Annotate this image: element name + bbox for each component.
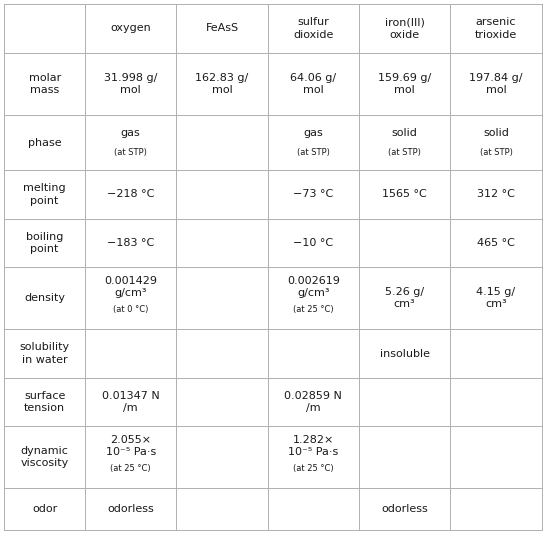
Text: (at STP): (at STP): [297, 148, 330, 157]
Text: 1.282×
10⁻⁵ Pa·s: 1.282× 10⁻⁵ Pa·s: [288, 435, 339, 457]
Text: gas: gas: [121, 128, 140, 138]
Text: 1565 °C: 1565 °C: [382, 190, 427, 200]
Text: solubility
in water: solubility in water: [20, 342, 70, 365]
Text: iron(III)
oxide: iron(III) oxide: [385, 17, 425, 40]
Text: phase: phase: [28, 138, 62, 147]
Text: 64.06 g/
mol: 64.06 g/ mol: [290, 73, 336, 95]
Text: 0.002619
g/cm³: 0.002619 g/cm³: [287, 276, 340, 298]
Text: oxygen: oxygen: [110, 23, 151, 34]
Text: gas: gas: [304, 128, 323, 138]
Text: 0.02859 N
/m: 0.02859 N /m: [284, 391, 342, 413]
Text: −183 °C: −183 °C: [107, 238, 155, 248]
Text: density: density: [24, 293, 65, 303]
Text: solid: solid: [483, 128, 509, 138]
Text: boiling
point: boiling point: [26, 232, 63, 254]
Text: 465 °C: 465 °C: [477, 238, 515, 248]
Text: (at STP): (at STP): [114, 148, 147, 157]
Text: odorless: odorless: [107, 504, 154, 514]
Text: (at 25 °C): (at 25 °C): [293, 464, 334, 473]
Text: (at 0 °C): (at 0 °C): [113, 305, 149, 314]
Text: 31.998 g/
mol: 31.998 g/ mol: [104, 73, 157, 95]
Text: dynamic
viscosity: dynamic viscosity: [21, 446, 69, 468]
Text: (at 25 °C): (at 25 °C): [110, 464, 151, 473]
Text: odorless: odorless: [381, 504, 428, 514]
Text: insoluble: insoluble: [379, 349, 430, 358]
Text: (at STP): (at STP): [479, 148, 512, 157]
Text: sulfur
dioxide: sulfur dioxide: [293, 17, 334, 40]
Text: 4.15 g/
cm³: 4.15 g/ cm³: [477, 287, 515, 309]
Text: (at STP): (at STP): [388, 148, 421, 157]
Text: 197.84 g/
mol: 197.84 g/ mol: [469, 73, 523, 95]
Text: 2.055×
10⁻⁵ Pa·s: 2.055× 10⁻⁵ Pa·s: [105, 435, 156, 457]
Text: surface
tension: surface tension: [24, 391, 66, 413]
Text: 312 °C: 312 °C: [477, 190, 515, 200]
Text: 5.26 g/
cm³: 5.26 g/ cm³: [385, 287, 424, 309]
Text: odor: odor: [32, 504, 57, 514]
Text: melting
point: melting point: [23, 183, 66, 206]
Text: 0.001429
g/cm³: 0.001429 g/cm³: [104, 276, 157, 298]
Text: 162.83 g/
mol: 162.83 g/ mol: [195, 73, 248, 95]
Text: FeAsS: FeAsS: [205, 23, 239, 34]
Text: −73 °C: −73 °C: [293, 190, 334, 200]
Text: (at 25 °C): (at 25 °C): [293, 305, 334, 314]
Text: solid: solid: [391, 128, 418, 138]
Text: −10 °C: −10 °C: [293, 238, 334, 248]
Text: −218 °C: −218 °C: [107, 190, 155, 200]
Text: 0.01347 N
/m: 0.01347 N /m: [102, 391, 159, 413]
Text: 159.69 g/
mol: 159.69 g/ mol: [378, 73, 431, 95]
Text: molar
mass: molar mass: [28, 73, 61, 95]
Text: arsenic
trioxide: arsenic trioxide: [475, 17, 517, 40]
